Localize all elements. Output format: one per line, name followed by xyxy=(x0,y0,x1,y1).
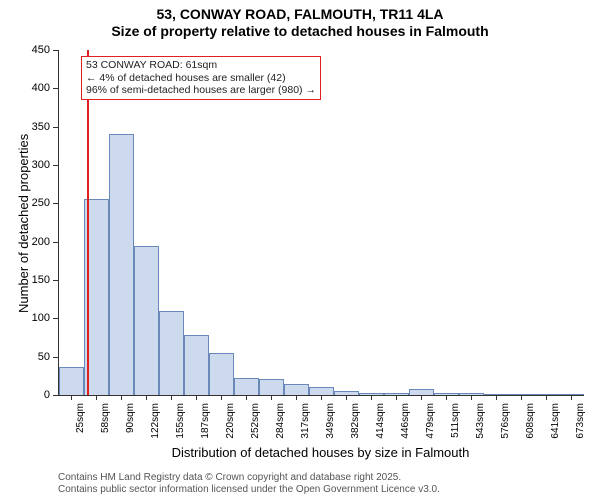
x-tick-mark xyxy=(271,395,272,400)
histogram-bar xyxy=(384,393,409,395)
x-tick-label: 479sqm xyxy=(425,403,436,447)
x-tick-mark xyxy=(571,395,572,400)
x-tick-label: 576sqm xyxy=(500,403,511,447)
y-tick-mark xyxy=(53,242,58,243)
y-tick-label: 50 xyxy=(38,351,50,363)
x-tick-label: 543sqm xyxy=(475,403,486,447)
x-tick-label: 608sqm xyxy=(525,403,536,447)
annotation-box: 53 CONWAY ROAD: 61sqm← 4% of detached ho… xyxy=(81,56,321,100)
histogram-bar xyxy=(184,335,209,395)
histogram-bar xyxy=(109,134,134,395)
x-tick-label: 349sqm xyxy=(325,403,336,447)
x-tick-label: 317sqm xyxy=(300,403,311,447)
chart-container: 53, CONWAY ROAD, FALMOUTH, TR11 4LA Size… xyxy=(0,0,600,500)
x-tick-mark xyxy=(371,395,372,400)
chart-title-line1: 53, CONWAY ROAD, FALMOUTH, TR11 4LA xyxy=(0,0,600,23)
histogram-bar xyxy=(484,394,509,395)
x-tick-mark xyxy=(121,395,122,400)
x-tick-label: 446sqm xyxy=(400,403,411,447)
histogram-bar xyxy=(334,391,359,395)
x-tick-mark xyxy=(521,395,522,400)
histogram-bar xyxy=(309,387,334,395)
y-tick-label: 150 xyxy=(32,274,50,286)
histogram-bar xyxy=(59,367,84,395)
y-tick-label: 200 xyxy=(32,236,50,248)
y-tick-label: 100 xyxy=(32,312,50,324)
footer-line1: Contains HM Land Registry data © Crown c… xyxy=(58,472,440,484)
x-tick-label: 122sqm xyxy=(150,403,161,447)
histogram-bar xyxy=(359,393,384,395)
y-tick-label: 300 xyxy=(32,159,50,171)
y-tick-label: 0 xyxy=(44,389,50,401)
histogram-bar xyxy=(259,379,284,395)
x-tick-label: 90sqm xyxy=(125,403,136,447)
x-tick-mark xyxy=(71,395,72,400)
histogram-bar xyxy=(284,384,309,395)
y-tick-mark xyxy=(53,165,58,166)
x-tick-label: 673sqm xyxy=(575,403,586,447)
x-tick-mark xyxy=(171,395,172,400)
histogram-bar xyxy=(134,246,159,396)
chart-title-line2: Size of property relative to detached ho… xyxy=(0,23,600,40)
x-tick-mark xyxy=(221,395,222,400)
x-tick-label: 511sqm xyxy=(450,403,461,447)
plot-area: 53 CONWAY ROAD: 61sqm← 4% of detached ho… xyxy=(58,50,584,396)
x-tick-mark xyxy=(346,395,347,400)
annotation-line: ← 4% of detached houses are smaller (42) xyxy=(86,72,316,85)
footer-line2: Contains public sector information licen… xyxy=(58,484,440,496)
x-tick-mark xyxy=(421,395,422,400)
x-tick-mark xyxy=(496,395,497,400)
y-tick-label: 450 xyxy=(32,44,50,56)
y-tick-label: 250 xyxy=(32,197,50,209)
annotation-line: 96% of semi-detached houses are larger (… xyxy=(86,84,316,97)
x-tick-label: 252sqm xyxy=(250,403,261,447)
annotation-line: 53 CONWAY ROAD: 61sqm xyxy=(86,59,316,72)
histogram-bar xyxy=(409,389,434,395)
histogram-bar xyxy=(534,394,559,395)
x-tick-mark xyxy=(446,395,447,400)
histogram-bar xyxy=(434,393,459,395)
x-tick-label: 382sqm xyxy=(350,403,361,447)
x-axis-label: Distribution of detached houses by size … xyxy=(58,445,583,460)
footer-attribution: Contains HM Land Registry data © Crown c… xyxy=(58,472,440,496)
y-tick-mark xyxy=(53,127,58,128)
y-tick-mark xyxy=(53,203,58,204)
x-tick-mark xyxy=(246,395,247,400)
y-axis-label: Number of detached properties xyxy=(16,133,31,312)
histogram-bar xyxy=(159,311,184,395)
x-tick-mark xyxy=(471,395,472,400)
x-tick-label: 25sqm xyxy=(75,403,86,447)
x-tick-mark xyxy=(96,395,97,400)
x-tick-mark xyxy=(196,395,197,400)
x-tick-label: 187sqm xyxy=(200,403,211,447)
x-tick-mark xyxy=(396,395,397,400)
x-tick-label: 641sqm xyxy=(550,403,561,447)
y-tick-label: 400 xyxy=(32,82,50,94)
y-tick-mark xyxy=(53,357,58,358)
y-tick-mark xyxy=(53,318,58,319)
histogram-bar xyxy=(509,394,534,395)
x-tick-label: 414sqm xyxy=(375,403,386,447)
x-tick-mark xyxy=(296,395,297,400)
histogram-bar xyxy=(559,394,584,395)
histogram-bar xyxy=(234,378,259,395)
x-tick-label: 220sqm xyxy=(225,403,236,447)
y-tick-mark xyxy=(53,395,58,396)
y-tick-label: 350 xyxy=(32,121,50,133)
x-tick-mark xyxy=(321,395,322,400)
x-tick-mark xyxy=(546,395,547,400)
y-tick-mark xyxy=(53,280,58,281)
histogram-bar xyxy=(459,393,484,395)
y-tick-mark xyxy=(53,88,58,89)
x-tick-label: 155sqm xyxy=(175,403,186,447)
x-tick-label: 284sqm xyxy=(275,403,286,447)
x-tick-label: 58sqm xyxy=(100,403,111,447)
y-tick-mark xyxy=(53,50,58,51)
x-tick-mark xyxy=(146,395,147,400)
histogram-bar xyxy=(209,353,234,395)
property-marker-line xyxy=(87,50,89,395)
